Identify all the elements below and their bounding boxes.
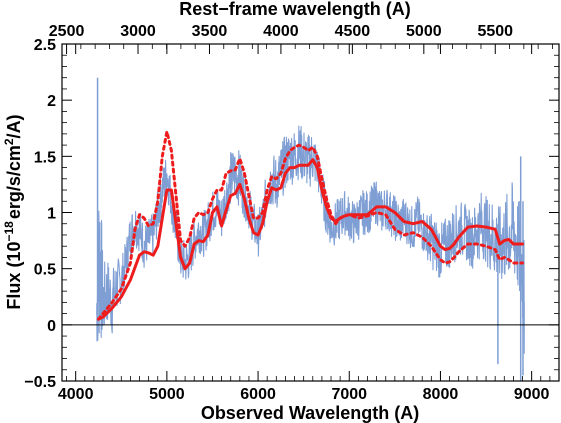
y-tick-label: −0.5 [24,374,56,391]
plot-data-layer [96,77,525,381]
y-tick-label: 2 [47,93,56,110]
y-axis-title: Flux (10−18 erg/s/cm2/A) [2,114,24,309]
y-axis-title-unit: erg/s/cm [4,145,24,219]
x-tick-label: 6000 [240,386,276,403]
top-tick-label: 5500 [477,23,513,40]
x-tick-label: 8000 [423,386,459,403]
y-axis-title-exponent: −18 [2,221,16,242]
top-tick-label: 4500 [335,23,371,40]
x-tick-label: 5000 [149,386,185,403]
top-tick-label: 2500 [49,23,85,40]
top-axis-title: Rest−frame wavelength (A) [179,0,411,19]
model-dotted-line [97,130,524,321]
y-tick-label: 1 [47,206,56,223]
x-tick-label: 7000 [331,386,367,403]
top-tick-label: 3500 [192,23,228,40]
top-tick-label: 3000 [120,23,156,40]
x-axis-title: Observed Wavelength (A) [201,403,419,423]
y-axis-title-prefix: Flux (10 [4,242,24,310]
x-tick-label: 9000 [514,386,550,403]
y-axis-title-exponent2: 2 [2,138,16,145]
top-tick-label: 4000 [263,23,299,40]
axes-layer: 4000 5000 6000 7000 8000 9000 2500 3000 3500 4000… [24,23,560,403]
model-solid-line [97,158,524,321]
y-tick-label: 0 [47,318,56,335]
top-tick-label: 5000 [406,23,442,40]
labels-layer: Rest−frame wavelength (A) Observed Wavel… [2,0,419,423]
y-tick-label: 1.5 [34,149,56,166]
y-axis-title-suffix: /A) [4,114,24,138]
y-tick-label: 2.5 [34,37,56,54]
y-tick-label: 0.5 [34,262,56,279]
x-tick-label: 4000 [58,386,94,403]
